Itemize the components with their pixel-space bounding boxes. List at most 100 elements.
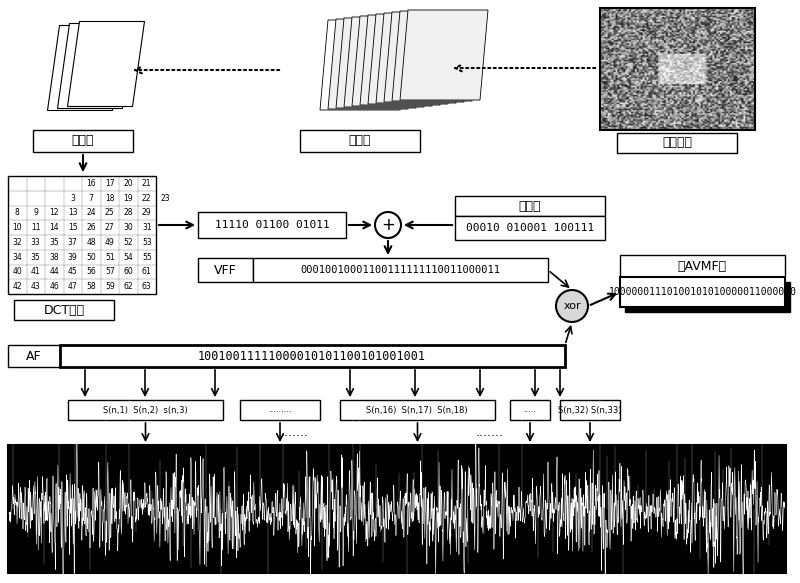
Text: 13: 13 <box>68 208 78 217</box>
Text: 16: 16 <box>86 179 96 188</box>
Text: .....: ..... <box>523 406 537 415</box>
Polygon shape <box>360 15 448 105</box>
Text: 34: 34 <box>12 252 22 262</box>
Bar <box>510 400 550 420</box>
Text: 60: 60 <box>123 268 133 276</box>
Bar <box>600 8 755 130</box>
Text: 10010011111000010101100101001001: 10010011111000010101100101001001 <box>198 349 426 363</box>
Text: S(n,1)  S(n,2)  s(n,3): S(n,1) S(n,2) s(n,3) <box>102 406 187 415</box>
Text: 45: 45 <box>68 268 78 276</box>
Text: 视频帧: 视频帧 <box>349 135 371 147</box>
Polygon shape <box>376 13 464 103</box>
Text: 00010 010001 100111: 00010 010001 100111 <box>466 223 594 233</box>
Text: S(n,16)  S(n,17)  S(n,18): S(n,16) S(n,17) S(n,18) <box>366 406 468 415</box>
Text: 63: 63 <box>142 282 152 291</box>
Text: VFF: VFF <box>214 264 236 276</box>
Bar <box>198 212 346 238</box>
Polygon shape <box>384 12 472 102</box>
Bar <box>455 216 605 240</box>
Text: 53: 53 <box>142 238 152 247</box>
Text: 17: 17 <box>105 179 114 188</box>
Text: 31: 31 <box>142 223 151 232</box>
Polygon shape <box>58 23 134 108</box>
Bar <box>60 345 565 367</box>
Text: .......: ....... <box>281 427 309 440</box>
Bar <box>68 400 223 420</box>
Text: 22: 22 <box>142 194 151 203</box>
Text: 41: 41 <box>31 268 41 276</box>
Text: DCT系数: DCT系数 <box>43 304 85 317</box>
Text: 视频片段: 视频片段 <box>662 136 692 149</box>
Text: 关閔帧: 关閔帧 <box>72 135 94 147</box>
Text: 19: 19 <box>123 194 133 203</box>
Text: 15: 15 <box>68 223 78 232</box>
Text: 49: 49 <box>105 238 114 247</box>
Text: 35: 35 <box>31 252 41 262</box>
Text: 24: 24 <box>86 208 96 217</box>
Text: 33: 33 <box>31 238 41 247</box>
Bar <box>455 196 605 216</box>
Bar <box>625 282 790 312</box>
Polygon shape <box>320 20 408 110</box>
Text: 50: 50 <box>86 252 96 262</box>
Polygon shape <box>368 14 456 104</box>
Text: +: + <box>381 216 395 234</box>
Bar <box>620 255 785 277</box>
Text: 46: 46 <box>50 282 59 291</box>
Text: 27: 27 <box>105 223 114 232</box>
Text: （AVMF）: （AVMF） <box>678 259 726 272</box>
Text: 56: 56 <box>86 268 96 276</box>
Text: 48: 48 <box>86 238 96 247</box>
Bar <box>8 345 60 367</box>
Text: .......: ....... <box>476 427 504 440</box>
Bar <box>198 258 253 282</box>
Polygon shape <box>47 26 125 111</box>
Text: 10000001110100101010000011000010: 10000001110100101010000011000010 <box>609 287 797 297</box>
Text: 59: 59 <box>105 282 114 291</box>
Text: 11110 01100 01011: 11110 01100 01011 <box>214 220 330 230</box>
Text: 57: 57 <box>105 268 114 276</box>
Text: 7: 7 <box>89 194 94 203</box>
Text: 25: 25 <box>105 208 114 217</box>
Text: 21: 21 <box>142 179 151 188</box>
Text: 30: 30 <box>123 223 133 232</box>
Text: 61: 61 <box>142 268 151 276</box>
Circle shape <box>375 212 401 238</box>
Bar <box>8 445 786 573</box>
Bar <box>617 133 737 153</box>
Bar <box>14 300 114 320</box>
Bar <box>340 400 495 420</box>
Polygon shape <box>344 17 432 107</box>
Polygon shape <box>336 18 424 108</box>
Bar <box>33 130 133 152</box>
Text: 18: 18 <box>105 194 114 203</box>
Text: 11: 11 <box>31 223 41 232</box>
Bar <box>240 400 320 420</box>
Text: AF: AF <box>26 349 42 363</box>
Text: 29: 29 <box>142 208 151 217</box>
Text: 3: 3 <box>70 194 75 203</box>
Bar <box>620 277 785 307</box>
Text: .........: ......... <box>268 406 292 415</box>
Text: 26: 26 <box>86 223 96 232</box>
Text: 52: 52 <box>123 238 133 247</box>
Polygon shape <box>328 19 416 109</box>
Bar <box>300 130 420 152</box>
Bar <box>8 176 156 294</box>
Text: 20: 20 <box>123 179 133 188</box>
Text: 42: 42 <box>13 282 22 291</box>
Text: 8: 8 <box>15 208 20 217</box>
Polygon shape <box>67 22 145 107</box>
Text: 44: 44 <box>50 268 59 276</box>
Text: 14: 14 <box>50 223 59 232</box>
Text: 55: 55 <box>142 252 152 262</box>
Text: 35: 35 <box>50 238 59 247</box>
Text: 12: 12 <box>50 208 59 217</box>
Text: 47: 47 <box>68 282 78 291</box>
Text: 10: 10 <box>13 223 22 232</box>
Text: 37: 37 <box>68 238 78 247</box>
Text: 38: 38 <box>50 252 59 262</box>
Polygon shape <box>392 11 480 101</box>
Text: 32: 32 <box>13 238 22 247</box>
Text: 时间戳: 时间戳 <box>518 199 542 212</box>
